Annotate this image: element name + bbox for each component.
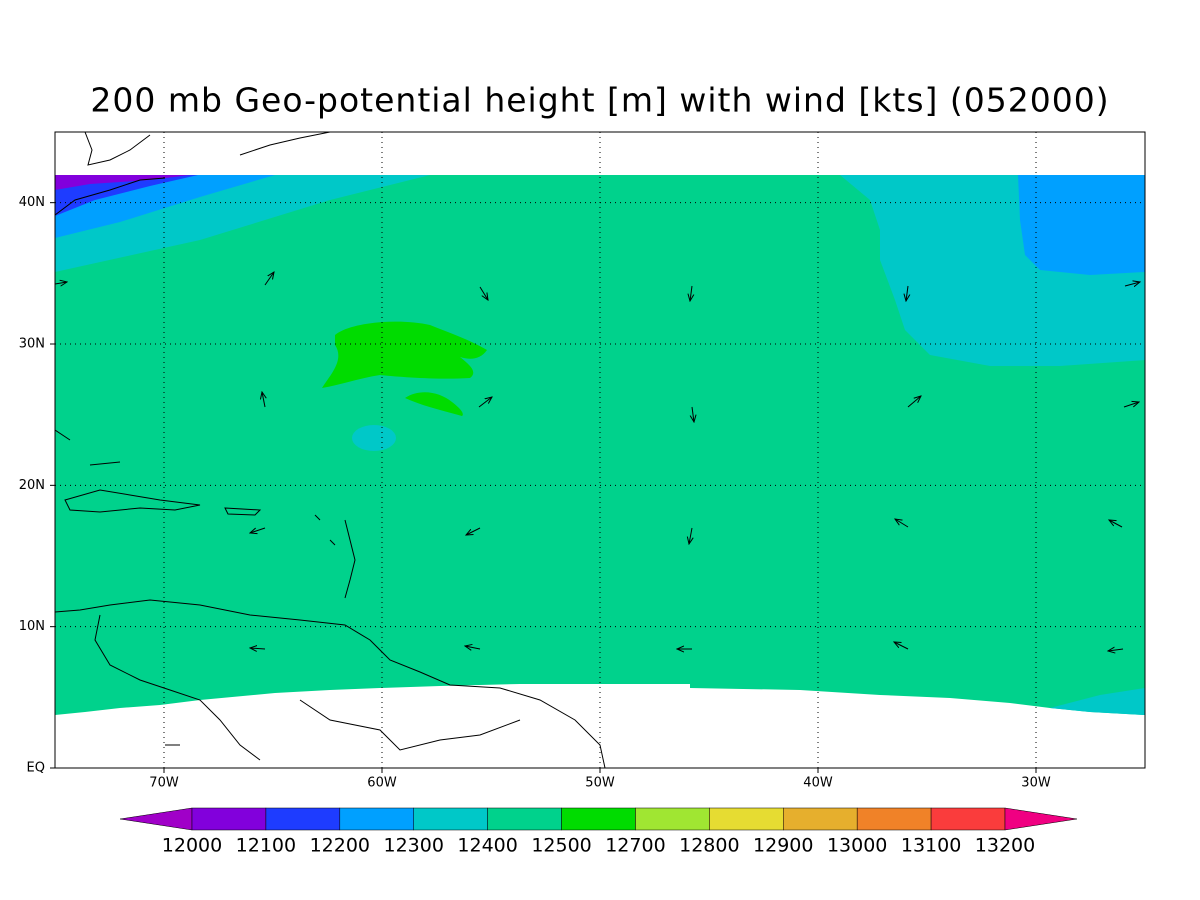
field-12200 <box>1018 175 1145 275</box>
colorbar-swatch <box>339 807 414 831</box>
colorbar-swatch <box>709 807 784 831</box>
coastlines <box>55 132 606 768</box>
colorbar-extend-high <box>1004 807 1078 831</box>
height-field <box>55 132 1145 768</box>
colorbar-label: 12300 <box>384 835 444 857</box>
colorbar-label: 12400 <box>457 835 517 857</box>
colorbar-label: 12800 <box>679 835 739 857</box>
colorbar-label: 13200 <box>975 835 1035 857</box>
colorbar-extend-low <box>119 807 193 831</box>
field-12300 <box>352 425 396 451</box>
wind-vectors <box>55 272 1140 651</box>
field-12500 <box>322 321 487 388</box>
colorbar-swatch <box>856 807 932 831</box>
x-tick-label: 30W <box>1021 776 1051 791</box>
y-tick-label: EQ <box>27 761 45 776</box>
y-tick-label: 30N <box>19 337 45 352</box>
y-tick-label: 10N <box>19 619 45 634</box>
colorbar-swatch <box>413 807 488 831</box>
field-12300 <box>1050 688 1145 715</box>
field-12500 <box>405 392 463 416</box>
colorbar-label: 13100 <box>901 835 961 857</box>
colorbar-label: 12200 <box>310 835 370 857</box>
undefined-region <box>55 684 1145 768</box>
x-tick-label: 50W <box>585 776 615 791</box>
colorbar-swatch <box>265 807 341 831</box>
field-12100 <box>55 175 198 216</box>
colorbar-label: 12000 <box>162 835 222 857</box>
plot-frame <box>54 131 1146 769</box>
colorbar-label: 12900 <box>753 835 813 857</box>
colorbar-label: 12700 <box>605 835 665 857</box>
x-tick-label: 70W <box>149 776 179 791</box>
colorbar-swatch <box>191 807 267 831</box>
colorbar-label: 12100 <box>236 835 296 857</box>
y-tick-label: 20N <box>19 478 45 493</box>
x-tick-label: 40W <box>803 776 833 791</box>
colorbar-swatch <box>487 807 562 831</box>
colorbar-swatch <box>635 807 710 831</box>
colorbar-label: 12500 <box>531 835 591 857</box>
colorbar-swatch <box>930 807 1006 831</box>
map-title: 200 mb Geo-potential height [m] with win… <box>90 81 1109 120</box>
colorbar-swatch <box>783 807 858 831</box>
x-tick-label: 60W <box>367 776 397 791</box>
colorbar-swatch <box>561 807 636 831</box>
colorbar: 12000 12100 12200 12300 12400 12500 12700 12800… <box>119 807 1078 857</box>
colorbar-label: 13000 <box>827 835 887 857</box>
y-tick-label: 40N <box>19 195 45 210</box>
